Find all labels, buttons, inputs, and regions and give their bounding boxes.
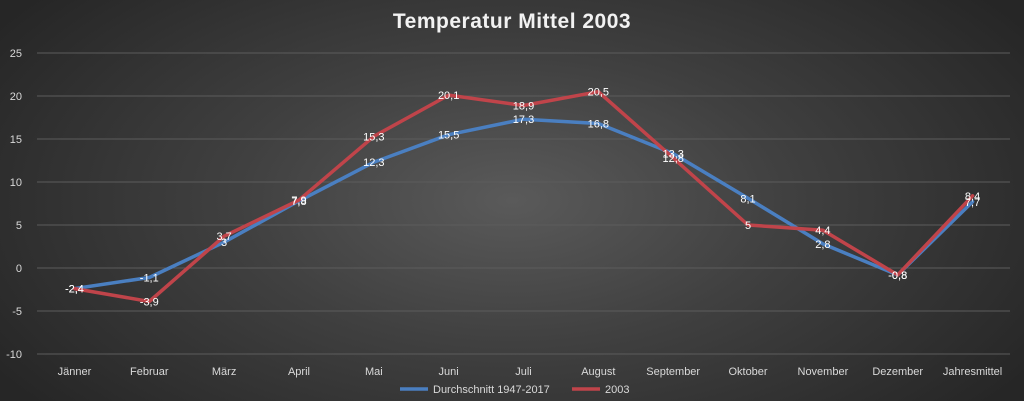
data-label: 15,3 xyxy=(363,131,384,143)
legend: Durchschnitt 1947-2017 2003 xyxy=(400,384,629,396)
x-tick-label: Oktober xyxy=(728,366,767,378)
data-label: 5 xyxy=(745,220,751,232)
data-label: 20,1 xyxy=(438,90,459,102)
data-labels: -2,4 -1,1 3 7,8 12,3 15,5 17,3 16,8 13,3 8,1 2,8 -0… xyxy=(65,87,980,309)
y-tick-label: 25 xyxy=(10,48,22,60)
data-label: 15,5 xyxy=(438,130,459,142)
data-label: 7,7 xyxy=(965,197,980,209)
data-label: -3,9 xyxy=(140,297,159,309)
chart-title: Temperatur Mittel 2003 xyxy=(392,10,632,33)
x-tick-label: Juni xyxy=(439,366,459,378)
data-label: 12,3 xyxy=(363,157,384,169)
data-label: 20,5 xyxy=(588,87,609,99)
data-label: -0,8 xyxy=(888,270,907,282)
data-label: 17,3 xyxy=(513,114,534,126)
x-tick-label: September xyxy=(646,366,700,378)
y-tick-label: -10 xyxy=(6,349,22,361)
series-lines xyxy=(72,89,975,304)
data-label: 4,4 xyxy=(815,225,830,237)
x-tick-label: Dezember xyxy=(872,366,923,378)
y-tick-label: 20 xyxy=(10,91,22,103)
legend-label: Durchschnitt 1947-2017 xyxy=(433,384,550,396)
y-axis: -10 -5 0 5 10 15 20 25 xyxy=(6,48,22,361)
data-label: 12,8 xyxy=(662,153,683,165)
x-tick-label: März xyxy=(212,366,236,378)
data-label: 3,7 xyxy=(216,231,231,243)
data-label: 2,8 xyxy=(815,239,830,251)
data-label: -0,8 xyxy=(888,270,907,282)
x-tick-label: Jänner xyxy=(58,366,92,378)
x-tick-label: August xyxy=(581,366,615,378)
data-label: 16,8 xyxy=(588,119,609,131)
y-tick-label: -5 xyxy=(12,306,22,318)
x-tick-label: Mai xyxy=(365,366,383,378)
data-label: 7,8 xyxy=(291,196,306,208)
x-tick-label: Februar xyxy=(130,366,169,378)
x-tick-label: Juli xyxy=(515,366,532,378)
y-tick-label: 5 xyxy=(16,220,22,232)
gridlines xyxy=(37,52,1010,355)
y-tick-label: 15 xyxy=(10,134,22,146)
x-axis: Jänner Februar März April Mai Juni Juli August S… xyxy=(58,366,1003,378)
data-label: -2,4 xyxy=(65,284,84,296)
legend-label: 2003 xyxy=(605,384,629,396)
series-line-2 xyxy=(72,89,975,304)
data-label: 13,3 xyxy=(662,149,683,161)
data-label: 8,1 xyxy=(740,193,755,205)
data-label: 3 xyxy=(221,237,227,249)
data-label: 18,9 xyxy=(513,100,534,112)
x-tick-label: April xyxy=(288,366,310,378)
data-label: 8,4 xyxy=(965,191,980,203)
data-label: 7,9 xyxy=(291,195,306,207)
data-label: -1,1 xyxy=(140,272,159,284)
x-tick-label: November xyxy=(798,366,849,378)
series-line-1 xyxy=(72,117,975,291)
y-tick-label: 10 xyxy=(10,177,22,189)
y-tick-label: 0 xyxy=(16,263,22,275)
data-label: -2,4 xyxy=(65,284,84,296)
x-tick-label: Jahresmittel xyxy=(943,366,1002,378)
